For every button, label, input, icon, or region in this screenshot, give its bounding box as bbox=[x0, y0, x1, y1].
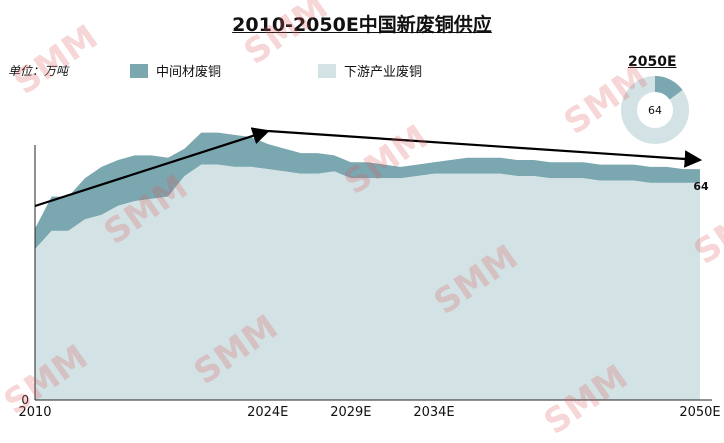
chart-title: 2010-2050E中国新废铜供应 bbox=[232, 14, 492, 36]
x-tick-label: 2024E bbox=[247, 405, 288, 420]
x-tick-label: 2034E bbox=[413, 405, 454, 420]
legend-label-downstream: 下游产业废铜 bbox=[344, 65, 423, 80]
legend-swatch-intermediate bbox=[130, 63, 148, 78]
series-area-downstream bbox=[35, 164, 700, 400]
x-tick-label: 2050E bbox=[679, 405, 720, 420]
trend-arrow-rise bbox=[34, 127, 271, 208]
x-tick-label: 2010 bbox=[18, 405, 51, 420]
series-area-intermediate bbox=[35, 132, 700, 250]
legend-item-downstream: 下游产业废铜 bbox=[318, 61, 422, 80]
end-value-label: 64 bbox=[693, 180, 709, 193]
legend-label-intermediate: 中间材废铜 bbox=[156, 65, 222, 80]
legend-item-intermediate: 中间材废铜 bbox=[130, 61, 221, 80]
legend-swatch-downstream bbox=[318, 63, 336, 78]
unit-label: 单位：万吨 bbox=[8, 64, 69, 78]
trend-arrow-decline bbox=[267, 129, 703, 168]
donut-segment-intermediate bbox=[621, 76, 689, 144]
donut-center-value: 64 bbox=[648, 104, 662, 117]
y-tick-label: 0 bbox=[21, 393, 29, 407]
x-tick-label: 2029E bbox=[330, 405, 371, 420]
donut-title: 2050E bbox=[628, 54, 677, 70]
